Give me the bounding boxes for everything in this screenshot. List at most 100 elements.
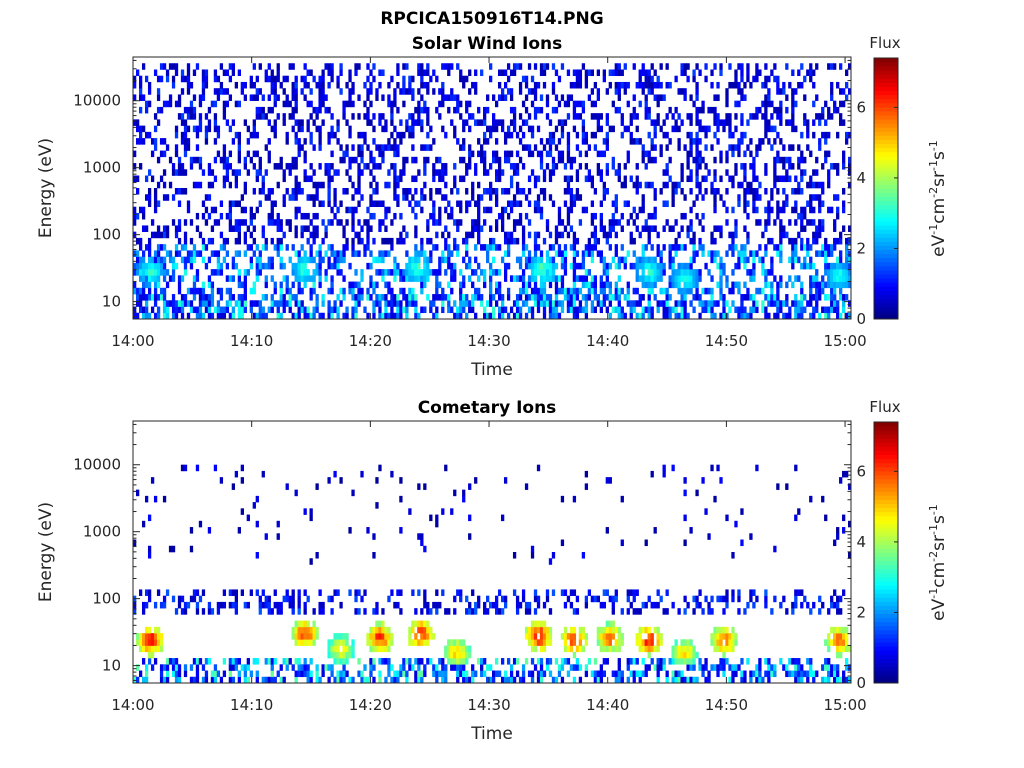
heatmap-cell [270,69,274,77]
heatmap-cell [393,256,397,264]
heatmap-cell [515,275,520,282]
heatmap-cell [435,676,439,684]
heatmap-cell [773,275,777,282]
heatmap-cell [614,676,618,684]
heatmap-cell [635,639,639,646]
heatmap-cell [267,219,271,226]
heatmap-cell [551,88,556,95]
heatmap-cell [656,231,660,239]
heatmap-cell [180,119,185,126]
heatmap-cell [222,150,227,158]
heatmap-cell [563,269,568,276]
heatmap-cell [758,138,762,145]
heatmap-cell [174,306,179,314]
heatmap-cell [509,676,514,684]
heatmap-cell [471,300,475,307]
heatmap-cell [468,100,472,108]
heatmap-cell [743,312,747,320]
heatmap-cell [695,275,699,282]
heatmap-cell [758,69,762,77]
heatmap-cell [695,113,699,120]
heatmap-cell [162,300,167,307]
heatmap-cell [704,175,708,183]
heatmap-cell [638,626,642,634]
heatmap-cell [156,94,161,101]
heatmap-cell [189,237,194,245]
heatmap-cell [468,483,472,490]
heatmap-cell [521,144,526,151]
heatmap-cell [378,626,382,634]
heatmap-cell [602,231,606,239]
heatmap-cell [539,150,544,158]
heatmap-cell [536,150,541,158]
heatmap-cell [492,676,496,684]
heatmap-cell [590,69,595,77]
heatmap-cell [195,212,200,220]
heatmap-cell [249,670,253,678]
heatmap-cell [590,131,595,139]
heatmap-cell [159,75,164,83]
heatmap-cell [393,181,397,189]
heatmap-cell [141,63,146,70]
heatmap-cell [668,281,672,289]
heatmap-cell [357,237,361,245]
heatmap-cell [524,94,529,101]
colorbar-step [874,180,898,185]
heatmap-cell [441,676,445,684]
heatmap-cell [186,138,191,145]
heatmap-cell [381,156,385,164]
heatmap-cell [306,125,310,133]
heatmap-cell [764,206,768,214]
heatmap-cell [560,275,565,282]
heatmap-cell [539,262,544,270]
heatmap-cell [480,294,484,301]
heatmap-cell [477,138,481,145]
heatmap-cell [228,212,233,220]
heatmap-cell [348,589,352,596]
heatmap-cell [408,81,412,89]
heatmap-cell [617,262,621,270]
heatmap-cell [156,269,161,276]
heatmap-cell [471,664,475,671]
heatmap-cell [177,670,182,678]
heatmap-cell [219,212,224,220]
heatmap-cell [312,608,316,615]
heatmap-cell [177,113,182,120]
heatmap-cell [156,106,161,114]
heatmap-cell [144,100,149,108]
heatmap-cell [300,306,304,314]
heatmap-cell [656,244,660,251]
heatmap-cell [569,188,574,195]
heatmap-cell [156,200,161,208]
heatmap-cell [282,113,286,120]
heatmap-cell [668,250,672,257]
heatmap-cell [623,88,627,95]
heatmap-cell [291,269,295,276]
heatmap-cell [743,206,747,214]
heatmap-cell [441,175,445,183]
heatmap-cell [791,144,795,151]
heatmap-cell [321,608,325,615]
heatmap-cell [638,81,642,89]
heatmap-cell [773,163,777,170]
heatmap-cell [438,262,442,270]
heatmap-cell [252,225,256,232]
heatmap-cell [749,181,753,189]
heatmap-cell [608,81,612,89]
heatmap-cell [483,219,487,226]
heatmap-cell [782,312,786,320]
heatmap-cell [656,306,660,314]
heatmap-cell [378,300,382,307]
heatmap-cell [782,225,786,232]
heatmap-cell [468,275,472,282]
heatmap-cell [447,639,451,646]
heatmap-cell [779,138,783,145]
heatmap-cell [465,294,469,301]
heatmap-cell [432,69,436,77]
heatmap-cell [746,256,750,264]
heatmap-cell [761,300,765,307]
heatmap-cell [309,219,313,226]
heatmap-cell [399,608,403,615]
heatmap-cell [438,212,442,220]
heatmap-cell [384,645,388,653]
